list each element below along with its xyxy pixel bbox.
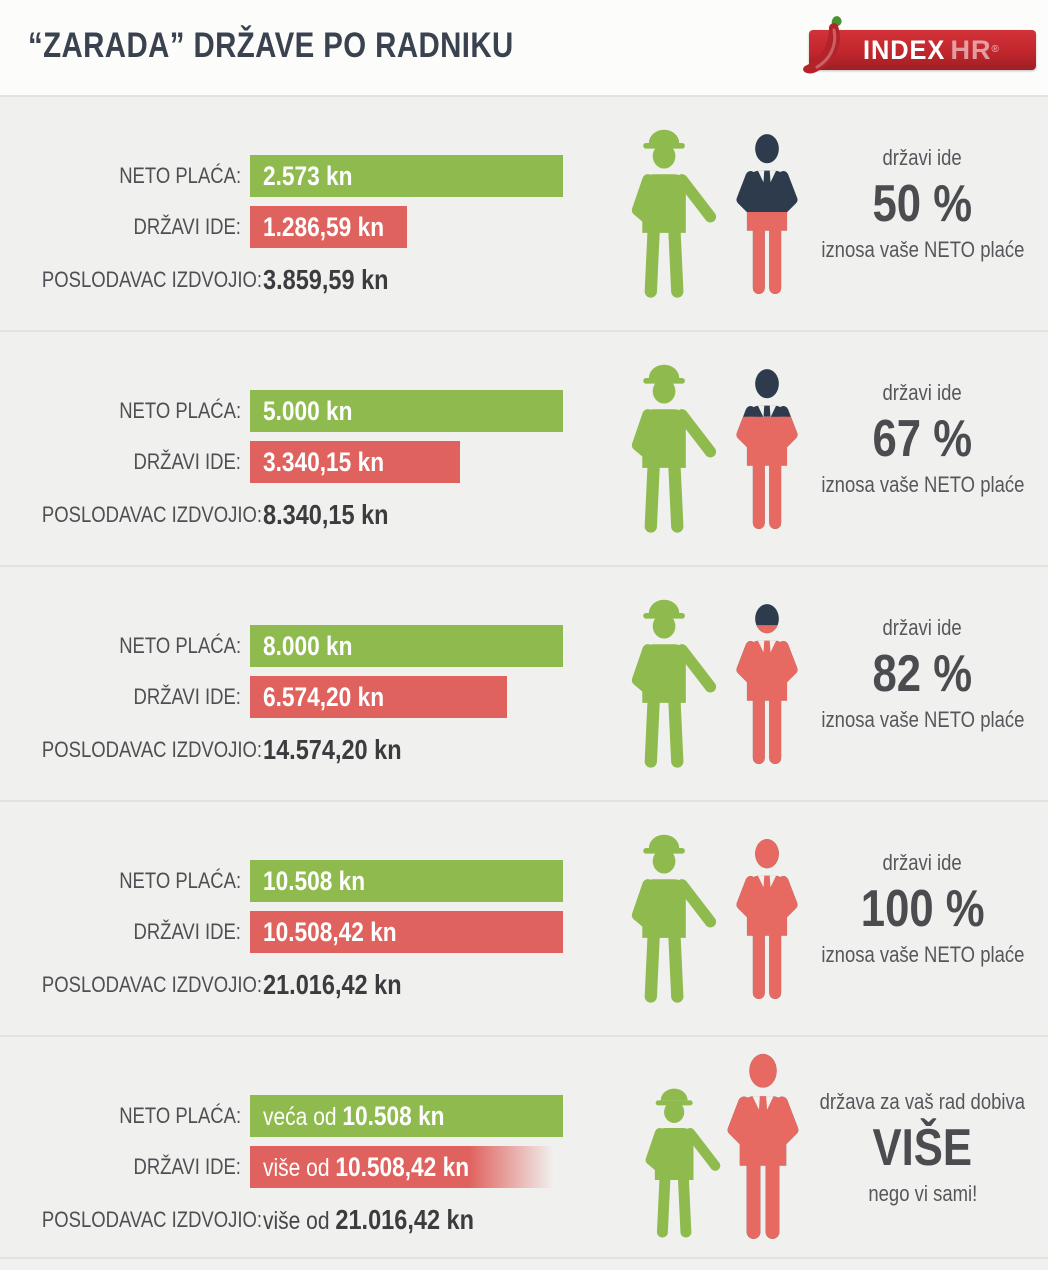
bars-block: NETO PLAĆA: veća od 10.508 kn DRŽAVI IDE… xyxy=(0,1095,575,1252)
poslodavac-value: 21.016,42 kn xyxy=(263,969,402,1000)
logo-index-text: INDEX xyxy=(863,34,946,65)
drzavi-ide-value: 1.286,59 kn xyxy=(263,211,385,242)
state-share-caption: iznosa vaše NETO plaće xyxy=(820,707,1025,732)
neto-placa-label: NETO PLAĆA: xyxy=(119,633,241,658)
neto-placa-bar: 10.508 kn xyxy=(250,860,563,902)
poslodavac-label: POSLODAVAC IZDVOJIO: xyxy=(41,502,263,527)
neto-placa-label: NETO PLAĆA: xyxy=(119,868,241,893)
poslodavac-value: više od 21.016,42 kn xyxy=(263,1204,475,1235)
state-share-text: državi ide 100 % iznosa vaše NETO plaće xyxy=(800,848,1045,969)
neto-placa-value: 2.573 kn xyxy=(263,160,353,191)
poslodavac-label: POSLODAVAC IZDVOJIO: xyxy=(41,972,263,997)
page-title: “ZARADA” DRŽAVE PO RADNIKU xyxy=(28,26,606,66)
bars-block: NETO PLAĆA: 8.000 kn DRŽAVI IDE: 6.574,2… xyxy=(0,625,575,782)
poslodavac-label: POSLODAVAC IZDVOJIO: xyxy=(41,737,263,762)
state-share-caption: iznosa vaše NETO plaće xyxy=(820,237,1025,262)
state-share-intro: državi ide xyxy=(882,615,963,640)
drzavi-ide-value: 10.508,42 kn xyxy=(263,916,397,947)
drzavi-ide-label: DRŽAVI IDE: xyxy=(133,449,241,474)
worker-icon xyxy=(612,360,718,535)
drzavi-ide-value: 6.574,20 kn xyxy=(263,681,385,712)
bars-block: NETO PLAĆA: 10.508 kn DRŽAVI IDE: 10.508… xyxy=(0,860,575,1017)
state-share-intro: državi ide xyxy=(882,850,963,875)
poslodavac-value: 14.574,20 kn xyxy=(263,734,402,765)
neto-placa-bar: 8.000 kn xyxy=(250,625,563,667)
neto-placa-value: 10.508 kn xyxy=(263,865,366,896)
scenario-row-5: NETO PLAĆA: veća od 10.508 kn DRŽAVI IDE… xyxy=(0,1035,1048,1257)
drzavi-ide-label: DRŽAVI IDE: xyxy=(133,214,241,239)
bars-block: NETO PLAĆA: 5.000 kn DRŽAVI IDE: 3.340,1… xyxy=(0,390,575,547)
state-share-percent: 82 % xyxy=(872,645,973,703)
neto-placa-label: NETO PLAĆA: xyxy=(119,1103,241,1128)
state-share-text: država za vaš rad dobiva VIŠE nego vi sa… xyxy=(800,1087,1045,1208)
neto-placa-value: veća od 10.508 kn xyxy=(263,1100,445,1131)
poslodavac-value: 3.859,59 kn xyxy=(263,264,389,295)
drzavi-ide-bar: 3.340,15 kn xyxy=(250,441,460,483)
header: “ZARADA” DRŽAVE PO RADNIKU INDEX HR ® xyxy=(0,0,1048,95)
chili-pepper-icon xyxy=(803,16,842,74)
drzavi-ide-bar: 10.508,42 kn xyxy=(250,911,563,953)
neto-placa-bar: 2.573 kn xyxy=(250,155,563,197)
state-share-percent: VIŠE xyxy=(872,1119,973,1177)
worker-icon xyxy=(612,125,718,300)
neto-placa-label: NETO PLAĆA: xyxy=(119,163,241,188)
page-title-text: “ZARADA” DRŽAVE PO RADNIKU xyxy=(28,26,514,65)
state-share-percent: 50 % xyxy=(872,175,973,233)
state-share-intro: državi ide xyxy=(882,380,963,405)
drzavi-ide-value: 3.340,15 kn xyxy=(263,446,385,477)
bars-block: NETO PLAĆA: 2.573 kn DRŽAVI IDE: 1.286,5… xyxy=(0,155,575,312)
state-share-percent: 100 % xyxy=(860,880,985,938)
drzavi-ide-value: više od 10.508,42 kn xyxy=(263,1151,470,1182)
footer-strip xyxy=(0,1257,1048,1270)
state-share-caption: nego vi sami! xyxy=(868,1181,977,1206)
drzavi-ide-label: DRŽAVI IDE: xyxy=(133,1154,241,1179)
state-share-caption: iznosa vaše NETO plaće xyxy=(820,942,1025,967)
state-share-percent: 67 % xyxy=(872,410,973,468)
state-share-intro: država za vaš rad dobiva xyxy=(819,1089,1026,1114)
poslodavac-value: 8.340,15 kn xyxy=(263,499,389,530)
scenario-row-2: NETO PLAĆA: 5.000 kn DRŽAVI IDE: 3.340,1… xyxy=(0,330,1048,565)
scenario-row-3: NETO PLAĆA: 8.000 kn DRŽAVI IDE: 6.574,2… xyxy=(0,565,1048,800)
logo-banner: INDEX HR ® xyxy=(809,30,1036,70)
drzavi-ide-label: DRŽAVI IDE: xyxy=(133,684,241,709)
neto-placa-bar: 5.000 kn xyxy=(250,390,563,432)
state-share-text: državi ide 67 % iznosa vaše NETO plaće xyxy=(800,378,1045,499)
state-share-intro: državi ide xyxy=(882,145,963,170)
state-share-text: državi ide 50 % iznosa vaše NETO plaće xyxy=(800,143,1045,264)
drzavi-ide-bar: 1.286,59 kn xyxy=(250,206,407,248)
worker-icon xyxy=(612,830,718,1005)
poslodavac-label: POSLODAVAC IZDVOJIO: xyxy=(41,267,263,292)
poslodavac-label: POSLODAVAC IZDVOJIO: xyxy=(41,1207,263,1232)
neto-placa-value: 5.000 kn xyxy=(263,395,353,426)
indexhr-logo: INDEX HR ® xyxy=(791,16,1036,74)
neto-placa-value: 8.000 kn xyxy=(263,630,353,661)
worker-icon xyxy=(612,595,718,770)
logo-hr-text: HR xyxy=(950,34,992,65)
neto-placa-bar: veća od 10.508 kn xyxy=(250,1095,563,1137)
drzavi-ide-label: DRŽAVI IDE: xyxy=(133,919,241,944)
scenario-row-4: NETO PLAĆA: 10.508 kn DRŽAVI IDE: 10.508… xyxy=(0,800,1048,1035)
registered-mark: ® xyxy=(991,44,999,55)
neto-placa-label: NETO PLAĆA: xyxy=(119,398,241,423)
state-share-caption: iznosa vaše NETO plaće xyxy=(820,472,1025,497)
drzavi-ide-bar: 6.574,20 kn xyxy=(250,676,507,718)
state-share-text: državi ide 82 % iznosa vaše NETO plaće xyxy=(800,613,1045,734)
scenario-row-1: NETO PLAĆA: 2.573 kn DRŽAVI IDE: 1.286,5… xyxy=(0,95,1048,330)
drzavi-ide-bar: više od 10.508,42 kn xyxy=(250,1146,563,1188)
